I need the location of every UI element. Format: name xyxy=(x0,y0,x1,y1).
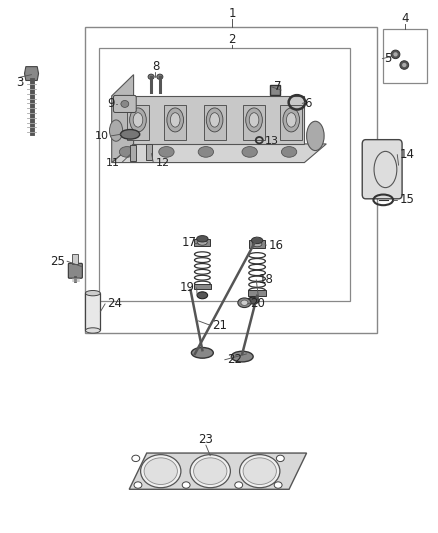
Ellipse shape xyxy=(121,100,129,108)
Polygon shape xyxy=(112,75,134,163)
Polygon shape xyxy=(112,96,304,144)
Bar xyxy=(130,145,136,161)
Text: 7: 7 xyxy=(274,80,281,93)
Ellipse shape xyxy=(167,108,184,132)
Text: 3: 3 xyxy=(16,76,23,89)
Text: 17: 17 xyxy=(181,236,196,249)
Ellipse shape xyxy=(85,328,100,333)
Bar xyxy=(280,105,302,140)
Polygon shape xyxy=(129,453,307,489)
Ellipse shape xyxy=(247,297,259,304)
Bar xyxy=(99,48,350,301)
Ellipse shape xyxy=(191,348,213,358)
Ellipse shape xyxy=(194,458,227,484)
Ellipse shape xyxy=(144,458,177,484)
Bar xyxy=(270,85,280,95)
Text: 20: 20 xyxy=(250,297,265,310)
Bar xyxy=(85,27,377,333)
Text: 8: 8 xyxy=(152,60,159,73)
Ellipse shape xyxy=(119,147,135,157)
Ellipse shape xyxy=(238,298,251,308)
Ellipse shape xyxy=(235,482,243,488)
Text: 5: 5 xyxy=(385,52,392,65)
Ellipse shape xyxy=(307,122,324,151)
Ellipse shape xyxy=(182,482,190,488)
Bar xyxy=(164,105,186,140)
Bar xyxy=(383,29,427,83)
Ellipse shape xyxy=(393,52,398,56)
Bar xyxy=(248,290,266,296)
Text: 24: 24 xyxy=(107,297,122,310)
Ellipse shape xyxy=(206,108,223,132)
Bar xyxy=(249,240,265,248)
Text: 16: 16 xyxy=(268,239,283,252)
Ellipse shape xyxy=(85,290,100,296)
Ellipse shape xyxy=(242,147,257,157)
Ellipse shape xyxy=(402,63,406,67)
Ellipse shape xyxy=(198,147,213,157)
Text: 22: 22 xyxy=(227,353,242,366)
Ellipse shape xyxy=(130,108,146,132)
Ellipse shape xyxy=(170,113,180,127)
Text: 6: 6 xyxy=(304,97,312,110)
Ellipse shape xyxy=(252,241,262,247)
Ellipse shape xyxy=(286,113,296,127)
Ellipse shape xyxy=(141,455,181,488)
Bar xyxy=(85,293,100,330)
Ellipse shape xyxy=(197,236,208,242)
Ellipse shape xyxy=(283,108,300,132)
Text: 11: 11 xyxy=(106,158,120,167)
Bar xyxy=(72,254,78,264)
Text: 12: 12 xyxy=(155,158,170,167)
Text: 4: 4 xyxy=(401,12,409,25)
Text: 9: 9 xyxy=(108,98,115,110)
Text: 2: 2 xyxy=(228,34,236,46)
Text: 23: 23 xyxy=(198,433,213,446)
Polygon shape xyxy=(25,67,39,80)
Ellipse shape xyxy=(249,113,259,127)
Text: 15: 15 xyxy=(399,193,414,206)
Bar xyxy=(204,105,226,140)
FancyBboxPatch shape xyxy=(113,95,136,112)
Ellipse shape xyxy=(276,455,284,462)
Ellipse shape xyxy=(110,120,123,141)
Bar xyxy=(194,284,211,289)
Ellipse shape xyxy=(134,482,142,488)
Bar xyxy=(146,144,152,160)
Ellipse shape xyxy=(274,482,282,488)
Ellipse shape xyxy=(197,292,208,298)
Ellipse shape xyxy=(120,130,140,139)
Ellipse shape xyxy=(240,455,280,488)
Ellipse shape xyxy=(241,300,248,305)
Text: 14: 14 xyxy=(399,148,414,161)
Polygon shape xyxy=(112,144,326,163)
Ellipse shape xyxy=(148,74,154,79)
Ellipse shape xyxy=(190,455,230,488)
Text: 21: 21 xyxy=(212,319,227,332)
Text: 10: 10 xyxy=(95,131,109,141)
Ellipse shape xyxy=(132,455,140,462)
Text: 13: 13 xyxy=(265,136,279,146)
Bar xyxy=(127,105,149,140)
Ellipse shape xyxy=(281,147,297,157)
Ellipse shape xyxy=(159,147,174,157)
Ellipse shape xyxy=(133,113,143,127)
Ellipse shape xyxy=(246,108,262,132)
Text: 1: 1 xyxy=(228,7,236,20)
Text: 19: 19 xyxy=(180,281,194,294)
Text: 18: 18 xyxy=(258,273,273,286)
Ellipse shape xyxy=(243,458,276,484)
Ellipse shape xyxy=(198,240,207,245)
Ellipse shape xyxy=(400,61,409,69)
Ellipse shape xyxy=(391,50,400,59)
FancyBboxPatch shape xyxy=(68,263,82,278)
Ellipse shape xyxy=(157,74,163,79)
FancyBboxPatch shape xyxy=(362,140,402,199)
Bar xyxy=(194,239,210,246)
Bar xyxy=(243,105,265,140)
Ellipse shape xyxy=(231,351,253,362)
Ellipse shape xyxy=(210,113,219,127)
Ellipse shape xyxy=(251,237,263,244)
Text: 25: 25 xyxy=(50,255,65,268)
